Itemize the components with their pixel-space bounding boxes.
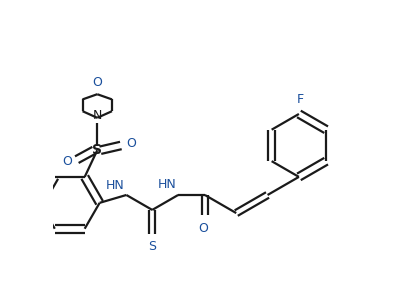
Text: N: N [92, 109, 102, 122]
Text: HN: HN [158, 178, 177, 191]
Text: HN: HN [106, 179, 125, 192]
Text: S: S [92, 143, 102, 157]
Text: O: O [62, 155, 72, 168]
Text: O: O [199, 222, 209, 235]
Text: O: O [126, 137, 136, 151]
Text: O: O [92, 76, 102, 88]
Text: S: S [148, 240, 156, 253]
Text: F: F [296, 93, 303, 106]
